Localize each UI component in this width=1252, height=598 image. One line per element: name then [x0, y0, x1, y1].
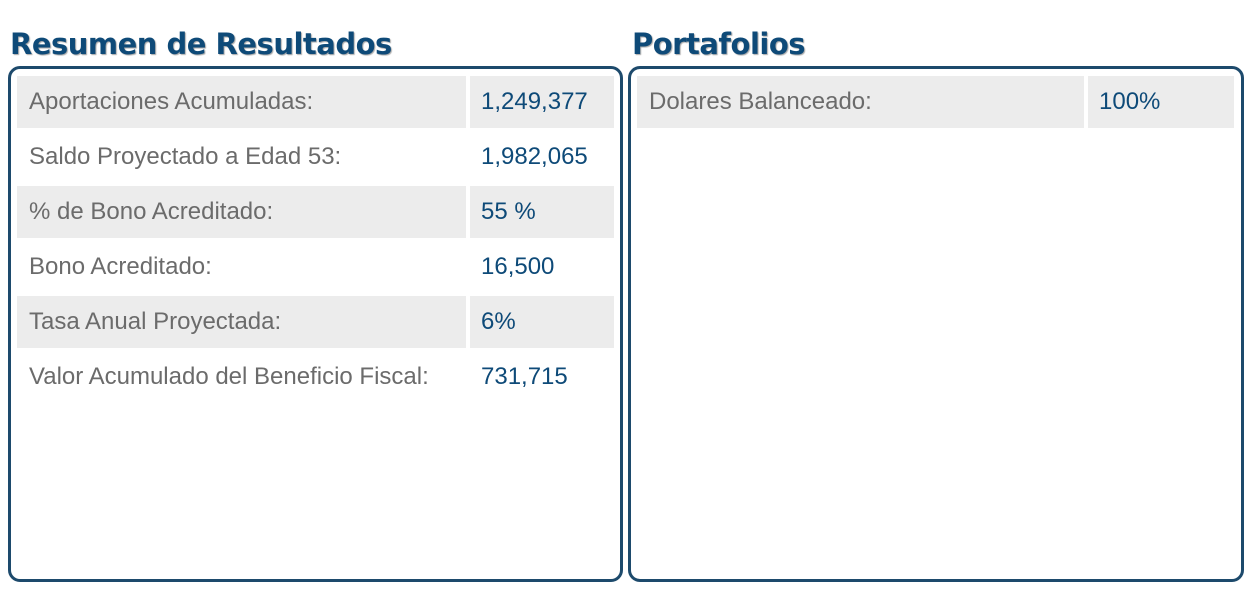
- resumen-row-tasa-anual: Tasa Anual Proyectada: 6%: [17, 296, 614, 348]
- row-value: 731,715: [481, 363, 568, 390]
- row-value: 100%: [1088, 76, 1234, 128]
- row-label: Dolares Balanceado:: [637, 76, 1084, 128]
- row-value: 1,249,377: [470, 76, 614, 128]
- resumen-row-beneficio-fiscal: Valor Acumulado del Beneficio Fiscal: 73…: [17, 351, 614, 403]
- resumen-title: Resumen de Resultados: [10, 27, 392, 61]
- row-value: 6%: [470, 296, 614, 348]
- row-label: Valor Acumulado del Beneficio Fiscal:: [29, 363, 429, 390]
- resumen-row-saldo-proyectado: Saldo Proyectado a Edad 53: 1,982,065: [17, 131, 614, 183]
- row-label: Saldo Proyectado a Edad 53:: [29, 143, 342, 170]
- row-label: Aportaciones Acumuladas:: [17, 76, 466, 128]
- row-label: % de Bono Acreditado:: [17, 186, 466, 238]
- row-value: 1,982,065: [481, 143, 588, 170]
- row-label: Tasa Anual Proyectada:: [17, 296, 466, 348]
- row-label: Bono Acreditado:: [29, 253, 212, 280]
- resumen-row-aportaciones: Aportaciones Acumuladas: 1,249,377: [17, 76, 614, 128]
- portafolios-row-dolares-balanceado: Dolares Balanceado: 100%: [637, 76, 1235, 128]
- resumen-row-porcentaje-bono: % de Bono Acreditado: 55 %: [17, 186, 614, 238]
- row-value: 16,500: [481, 253, 555, 280]
- portafolios-panel: Dolares Balanceado: 100%: [628, 66, 1244, 582]
- resumen-panel: Aportaciones Acumuladas: 1,249,377 Saldo…: [8, 66, 623, 582]
- row-value: 55 %: [470, 186, 614, 238]
- portafolios-title: Portafolios: [632, 27, 806, 61]
- resumen-row-bono-acreditado: Bono Acreditado: 16,500: [17, 241, 614, 293]
